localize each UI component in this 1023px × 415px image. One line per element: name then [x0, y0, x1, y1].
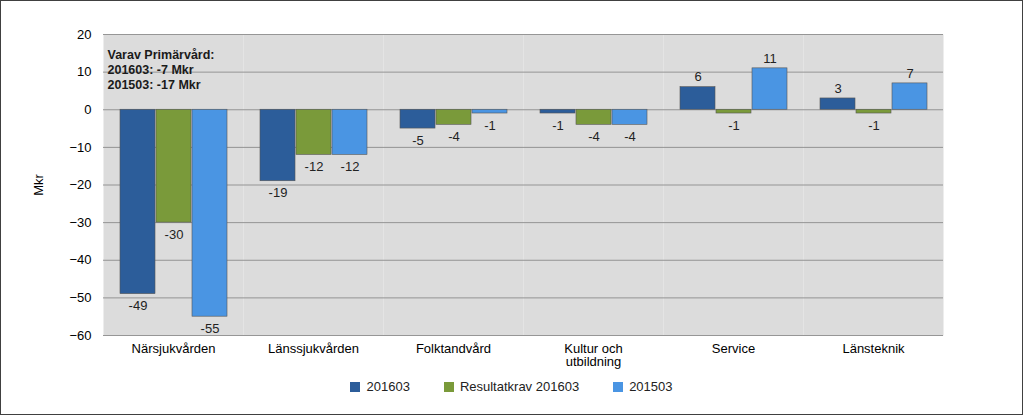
svg-text:-1: -1 [552, 118, 564, 133]
svg-text:-1: -1 [868, 118, 880, 133]
svg-text:−10: −10 [69, 140, 91, 155]
svg-text:-1: -1 [728, 118, 740, 133]
svg-text:3: 3 [834, 81, 841, 96]
svg-text:-4: -4 [588, 129, 600, 144]
svg-text:Service: Service [712, 341, 755, 356]
svg-text:-55: -55 [201, 321, 220, 336]
svg-text:Folktandvård: Folktandvård [416, 341, 491, 356]
svg-text:−60: −60 [69, 328, 91, 343]
svg-text:−20: −20 [69, 177, 91, 192]
svg-text:Länsteknik: Länsteknik [842, 341, 905, 356]
svg-text:−40: −40 [69, 252, 91, 267]
svg-text:-1: -1 [484, 118, 496, 133]
html-text:201503: 201503 [629, 379, 673, 394]
svg-text:-19: -19 [269, 185, 288, 200]
svg-text:Närsjukvården: Närsjukvården [132, 341, 216, 356]
svg-text:10: 10 [77, 64, 91, 79]
svg-text:-4: -4 [624, 129, 636, 144]
svg-text:-30: -30 [165, 227, 184, 242]
svg-text:7: 7 [906, 66, 913, 81]
html-text:201603: 201603 [366, 379, 410, 394]
svg-text:−50: −50 [69, 290, 91, 305]
svg-text:Kultur ochutbildning: Kultur ochutbildning [564, 341, 623, 369]
svg-text:0: 0 [84, 102, 91, 117]
svg-text:Varav Primärvård:201603: -7 Mk: Varav Primärvård:201603: -7 Mkr201503: -… [108, 48, 215, 92]
svg-text:-12: -12 [341, 159, 360, 174]
svg-text:6: 6 [694, 69, 701, 84]
svg-text:Mkr: Mkr [31, 174, 46, 196]
svg-text:-49: -49 [129, 298, 148, 313]
svg-text:11: 11 [763, 51, 777, 66]
html-text:Resultatkrav 201603: Resultatkrav 201603 [459, 379, 580, 394]
svg-text:Länssjukvården: Länssjukvården [268, 341, 359, 356]
svg-text:-5: -5 [412, 133, 424, 148]
svg-text:-12: -12 [305, 159, 324, 174]
svg-text:-4: -4 [448, 129, 460, 144]
svg-text:20: 20 [77, 27, 91, 42]
svg-text:−30: −30 [69, 215, 91, 230]
